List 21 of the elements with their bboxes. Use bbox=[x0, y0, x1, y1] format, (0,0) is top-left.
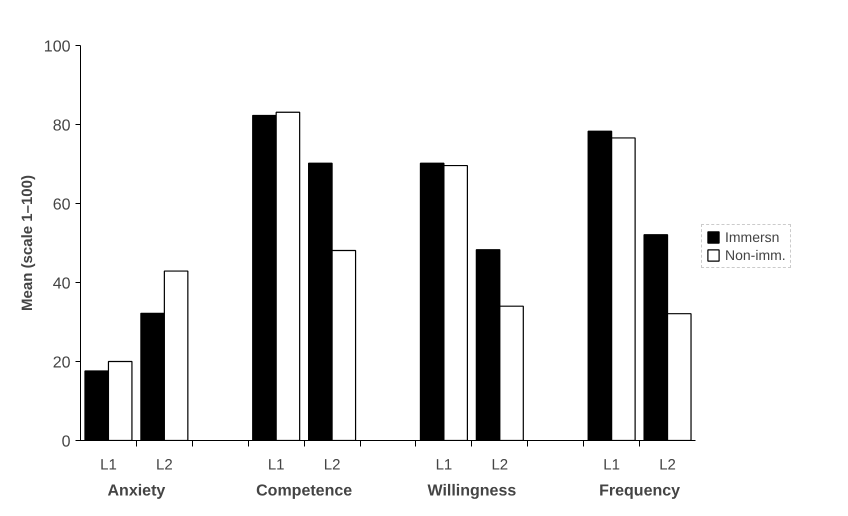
y-tick-label: 0 bbox=[62, 434, 71, 450]
x-tick-label: L2 bbox=[156, 456, 173, 474]
x-tick-label: L1 bbox=[436, 456, 452, 474]
text: Competence bbox=[256, 482, 352, 500]
x-tick-label: L1 bbox=[100, 456, 117, 474]
y-tick-label: 80 bbox=[52, 118, 71, 134]
x-tick-label: L1 bbox=[268, 456, 285, 474]
y-tick-label: 40 bbox=[52, 276, 71, 292]
x-tick-label: L1 bbox=[603, 456, 620, 474]
y-tick-label: 100 bbox=[44, 38, 71, 56]
x-tick-label: L2 bbox=[491, 456, 508, 474]
x-tick-label: L2 bbox=[659, 456, 676, 474]
y-axis-title: Mean (scale 1–100) bbox=[18, 175, 36, 311]
legend-label: Non-imm. bbox=[725, 247, 786, 263]
legend-label: Immersn bbox=[725, 229, 780, 245]
text: Willingness bbox=[427, 482, 516, 500]
y-tick-label: 20 bbox=[52, 354, 71, 372]
y-tick-label: 60 bbox=[52, 196, 71, 214]
x-tick-label: L2 bbox=[324, 456, 340, 474]
text: Anxiety bbox=[108, 482, 166, 500]
text: Frequency bbox=[599, 482, 680, 500]
